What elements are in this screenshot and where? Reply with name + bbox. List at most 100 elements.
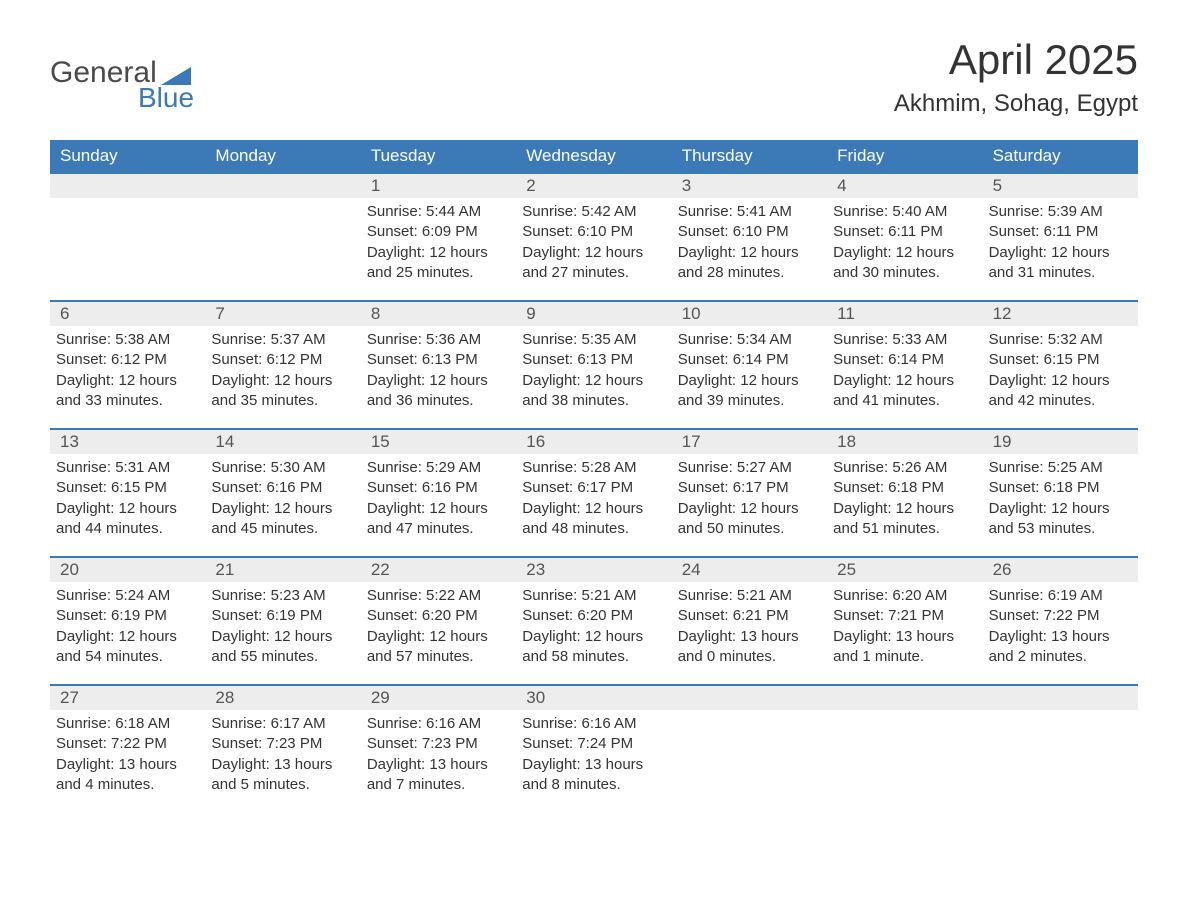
calendar-cell: 3Sunrise: 5:41 AMSunset: 6:10 PMDaylight…	[672, 174, 827, 300]
calendar-cell: 19Sunrise: 5:25 AMSunset: 6:18 PMDayligh…	[983, 430, 1138, 556]
day-number: 26	[983, 558, 1138, 582]
day-info: Sunrise: 6:19 AMSunset: 7:22 PMDaylight:…	[983, 586, 1138, 667]
logo-text-blue: Blue	[138, 82, 194, 114]
sunset-line: Sunset: 7:21 PM	[833, 606, 974, 626]
calendar-cell: 8Sunrise: 5:36 AMSunset: 6:13 PMDaylight…	[361, 302, 516, 428]
calendar-cell: 6Sunrise: 5:38 AMSunset: 6:12 PMDaylight…	[50, 302, 205, 428]
calendar-cell: 29Sunrise: 6:16 AMSunset: 7:23 PMDayligh…	[361, 686, 516, 812]
calendar-cell: 15Sunrise: 5:29 AMSunset: 6:16 PMDayligh…	[361, 430, 516, 556]
calendar-cell	[50, 174, 205, 300]
dl2-line: and 33 minutes.	[56, 391, 197, 411]
day-info: Sunrise: 5:35 AMSunset: 6:13 PMDaylight:…	[516, 330, 671, 411]
sunset-line: Sunset: 6:14 PM	[678, 350, 819, 370]
sunrise-line: Sunrise: 5:24 AM	[56, 586, 197, 606]
day-info: Sunrise: 5:31 AMSunset: 6:15 PMDaylight:…	[50, 458, 205, 539]
day-info: Sunrise: 5:26 AMSunset: 6:18 PMDaylight:…	[827, 458, 982, 539]
dl1-line: Daylight: 12 hours	[833, 499, 974, 519]
calendar-cell: 11Sunrise: 5:33 AMSunset: 6:14 PMDayligh…	[827, 302, 982, 428]
calendar-cell: 1Sunrise: 5:44 AMSunset: 6:09 PMDaylight…	[361, 174, 516, 300]
weekday-header: Monday	[205, 140, 360, 172]
sunrise-line: Sunrise: 5:37 AM	[211, 330, 352, 350]
sunset-line: Sunset: 7:23 PM	[211, 734, 352, 754]
day-info: Sunrise: 5:30 AMSunset: 6:16 PMDaylight:…	[205, 458, 360, 539]
sunrise-line: Sunrise: 5:42 AM	[522, 202, 663, 222]
dl1-line: Daylight: 12 hours	[56, 627, 197, 647]
sunrise-line: Sunrise: 5:21 AM	[522, 586, 663, 606]
day-number: 27	[50, 686, 205, 710]
dl1-line: Daylight: 13 hours	[678, 627, 819, 647]
dl1-line: Daylight: 12 hours	[522, 499, 663, 519]
day-number: 7	[205, 302, 360, 326]
day-info: Sunrise: 5:22 AMSunset: 6:20 PMDaylight:…	[361, 586, 516, 667]
dl2-line: and 42 minutes.	[989, 391, 1130, 411]
day-info: Sunrise: 5:21 AMSunset: 6:21 PMDaylight:…	[672, 586, 827, 667]
sunrise-line: Sunrise: 5:27 AM	[678, 458, 819, 478]
dl2-line: and 35 minutes.	[211, 391, 352, 411]
sunrise-line: Sunrise: 5:38 AM	[56, 330, 197, 350]
sunrise-line: Sunrise: 5:41 AM	[678, 202, 819, 222]
sunrise-line: Sunrise: 6:18 AM	[56, 714, 197, 734]
dl1-line: Daylight: 13 hours	[522, 755, 663, 775]
dl1-line: Daylight: 12 hours	[833, 243, 974, 263]
calendar-cell: 12Sunrise: 5:32 AMSunset: 6:15 PMDayligh…	[983, 302, 1138, 428]
dl1-line: Daylight: 12 hours	[211, 627, 352, 647]
day-info: Sunrise: 5:27 AMSunset: 6:17 PMDaylight:…	[672, 458, 827, 539]
dl1-line: Daylight: 12 hours	[56, 499, 197, 519]
day-info: Sunrise: 5:21 AMSunset: 6:20 PMDaylight:…	[516, 586, 671, 667]
sunset-line: Sunset: 6:12 PM	[56, 350, 197, 370]
calendar-cell: 7Sunrise: 5:37 AMSunset: 6:12 PMDaylight…	[205, 302, 360, 428]
sunset-line: Sunset: 6:17 PM	[678, 478, 819, 498]
calendar: Sunday Monday Tuesday Wednesday Thursday…	[50, 140, 1138, 812]
dl1-line: Daylight: 12 hours	[367, 243, 508, 263]
sunset-line: Sunset: 6:19 PM	[211, 606, 352, 626]
dl2-line: and 27 minutes.	[522, 263, 663, 283]
sunrise-line: Sunrise: 5:34 AM	[678, 330, 819, 350]
sunset-line: Sunset: 7:22 PM	[56, 734, 197, 754]
calendar-week: 27 Sunrise: 6:18 AMSunset: 7:22 PM Dayligh…	[50, 684, 1138, 812]
day-info: Sunrise: 5:41 AMSunset: 6:10 PMDaylight:…	[672, 202, 827, 283]
dl1-line: Daylight: 13 hours	[833, 627, 974, 647]
sunrise-line: Sunrise: 6:16 AM	[367, 714, 508, 734]
sunrise-line: Sunrise: 5:39 AM	[989, 202, 1130, 222]
dl1-line: Daylight: 12 hours	[367, 499, 508, 519]
dl2-line: and 28 minutes.	[678, 263, 819, 283]
dl1-line: Daylight: 12 hours	[367, 371, 508, 391]
calendar-cell: 9Sunrise: 5:35 AMSunset: 6:13 PMDaylight…	[516, 302, 671, 428]
dl1-line: Daylight: 12 hours	[678, 499, 819, 519]
weekday-header: Sunday	[50, 140, 205, 172]
sunrise-line: Sunrise: 5:40 AM	[833, 202, 974, 222]
calendar-week: 1Sunrise: 5:44 AMSunset: 6:09 PMDaylight…	[50, 172, 1138, 300]
calendar-cell: 5Sunrise: 5:39 AMSunset: 6:11 PMDaylight…	[983, 174, 1138, 300]
day-number	[672, 686, 827, 710]
dl2-line: and 51 minutes.	[833, 519, 974, 539]
sunrise-line: Sunrise: 5:22 AM	[367, 586, 508, 606]
calendar-cell: 30Sunrise: 6:16 AMSunset: 7:24 PMDayligh…	[516, 686, 671, 812]
calendar-cell: 28Sunrise: 6:17 AMSunset: 7:23 PMDayligh…	[205, 686, 360, 812]
sunset-line: Sunset: 6:10 PM	[522, 222, 663, 242]
day-number: 12	[983, 302, 1138, 326]
day-number: 20	[50, 558, 205, 582]
day-info: Sunrise: 5:40 AMSunset: 6:11 PMDaylight:…	[827, 202, 982, 283]
day-info: Sunrise: 5:39 AMSunset: 6:11 PMDaylight:…	[983, 202, 1138, 283]
day-number: 25	[827, 558, 982, 582]
day-info: Sunrise: 6:20 AMSunset: 7:21 PMDaylight:…	[827, 586, 982, 667]
day-info: Sunrise: 5:25 AMSunset: 6:18 PMDaylight:…	[983, 458, 1138, 539]
day-info: Sunrise: 5:34 AMSunset: 6:14 PMDaylight:…	[672, 330, 827, 411]
dl2-line: and 30 minutes.	[833, 263, 974, 283]
dl2-line: and 50 minutes.	[678, 519, 819, 539]
dl1-line: Daylight: 12 hours	[989, 243, 1130, 263]
calendar-cell: 25 Sunrise: 6:20 AMSunset: 7:21 PMDayligh…	[827, 558, 982, 684]
day-number	[205, 174, 360, 198]
calendar-cell	[983, 686, 1138, 812]
sunset-line: Sunset: 7:22 PM	[989, 606, 1130, 626]
sunset-line: Sunset: 6:13 PM	[522, 350, 663, 370]
day-number: 21	[205, 558, 360, 582]
dl2-line: and 41 minutes.	[833, 391, 974, 411]
day-number: 10	[672, 302, 827, 326]
calendar-cell: 26 Sunrise: 6:19 AMSunset: 7:22 PMDayligh…	[983, 558, 1138, 684]
day-info: Sunrise: 5:36 AMSunset: 6:13 PMDaylight:…	[361, 330, 516, 411]
sunrise-line: Sunrise: 5:30 AM	[211, 458, 352, 478]
day-number: 17	[672, 430, 827, 454]
day-info: Sunrise: 5:44 AMSunset: 6:09 PMDaylight:…	[361, 202, 516, 283]
dl1-line: Daylight: 12 hours	[211, 371, 352, 391]
